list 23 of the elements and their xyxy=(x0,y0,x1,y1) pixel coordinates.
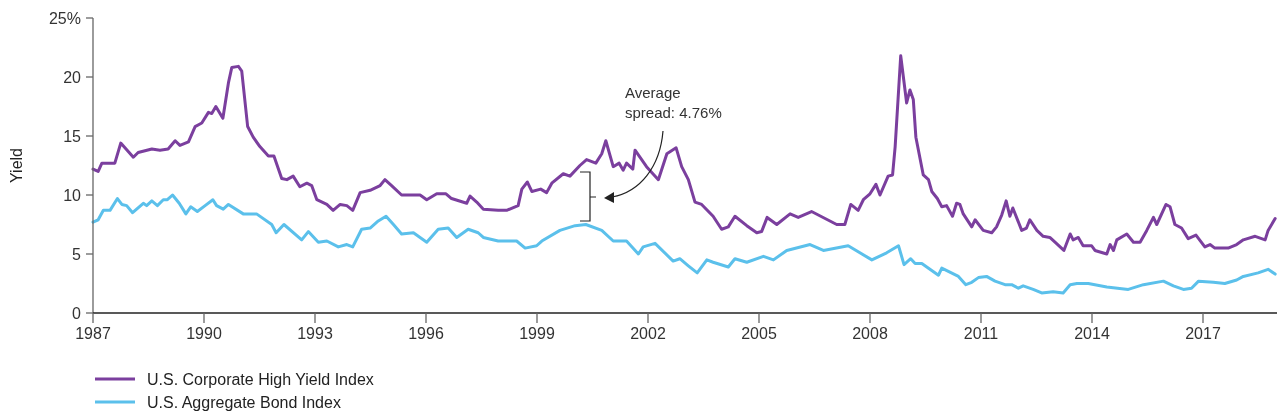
x-tick-label: 2011 xyxy=(963,325,999,342)
y-tick-label: 15 xyxy=(63,127,82,145)
x-tick-label: 1996 xyxy=(408,325,444,342)
y-tick-label: 0 xyxy=(72,304,82,322)
y-tick-label: 10 xyxy=(63,186,82,204)
y-axis-title: Yield xyxy=(8,148,25,183)
line-series xyxy=(91,193,1277,295)
legend-label: U.S. Aggregate Bond Index xyxy=(147,393,341,411)
x-tick-label: 2014 xyxy=(1074,325,1110,342)
x-tick-label: 2005 xyxy=(741,325,777,342)
x-tick-label: 1987 xyxy=(75,325,111,342)
legend-label: U.S. Corporate High Yield Index xyxy=(147,370,374,388)
x-tick-label: 2008 xyxy=(852,325,888,342)
x-tick-label: 2017 xyxy=(1185,325,1221,342)
line-series xyxy=(91,54,1277,256)
y-tick-label: 5 xyxy=(72,245,82,263)
x-tick-label: 1999 xyxy=(519,325,555,342)
y-tick-label: 20 xyxy=(63,68,82,86)
x-tick-label: 2002 xyxy=(630,325,666,342)
y-tick-label: 25% xyxy=(48,9,81,27)
x-tick-label: 1990 xyxy=(186,325,222,342)
annotation: Average spread: 4.76% xyxy=(625,84,722,121)
x-tick-label: 1993 xyxy=(297,325,333,342)
